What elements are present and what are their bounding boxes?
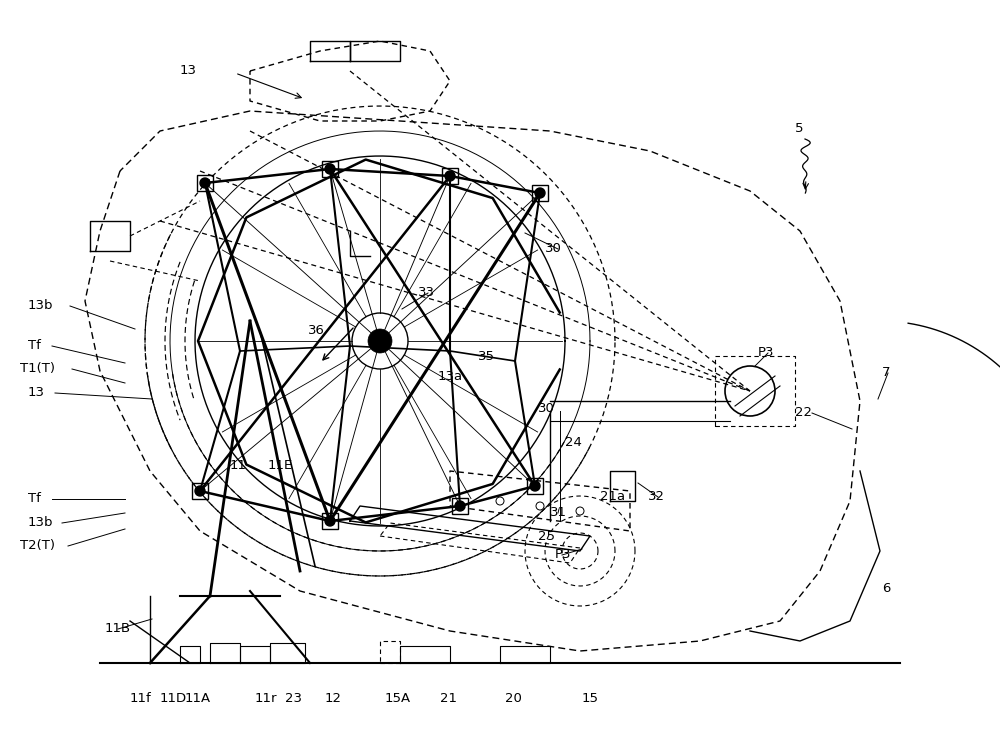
- Text: 20: 20: [505, 692, 522, 705]
- Bar: [192, 483, 208, 499]
- Text: 22: 22: [795, 406, 812, 420]
- Text: 11f: 11f: [130, 692, 152, 705]
- Text: 13: 13: [180, 65, 197, 77]
- Bar: [532, 185, 548, 201]
- Text: 30: 30: [545, 243, 562, 255]
- Text: T2(T): T2(T): [20, 539, 55, 553]
- Text: 30: 30: [538, 403, 555, 415]
- Text: T1(T): T1(T): [20, 363, 55, 376]
- Circle shape: [445, 171, 455, 181]
- Bar: [527, 478, 543, 494]
- Text: 7: 7: [882, 366, 891, 379]
- Text: 24: 24: [565, 436, 582, 450]
- Circle shape: [200, 178, 210, 188]
- Text: 36: 36: [308, 324, 325, 337]
- Text: 33: 33: [418, 286, 435, 300]
- Text: 11D: 11D: [160, 692, 187, 705]
- Text: 6: 6: [882, 583, 890, 596]
- Text: 21: 21: [440, 692, 457, 705]
- Text: Tf: Tf: [28, 339, 41, 352]
- Text: Tf: Tf: [28, 493, 41, 505]
- Text: P3: P3: [555, 548, 572, 562]
- Bar: [322, 161, 338, 177]
- Text: 35: 35: [478, 351, 495, 363]
- Text: 12: 12: [325, 692, 342, 705]
- Text: 11A: 11A: [185, 692, 211, 705]
- Bar: [197, 175, 213, 191]
- Circle shape: [325, 516, 335, 526]
- Circle shape: [530, 481, 540, 491]
- Text: 13b: 13b: [28, 300, 54, 312]
- Circle shape: [325, 164, 335, 174]
- Text: 13b: 13b: [28, 517, 54, 529]
- Text: 11r: 11r: [255, 692, 278, 705]
- Bar: [322, 513, 338, 529]
- Circle shape: [535, 188, 545, 198]
- Text: P3: P3: [758, 346, 774, 360]
- Text: 21a: 21a: [600, 490, 625, 502]
- Text: 11B: 11B: [105, 623, 131, 635]
- Circle shape: [368, 329, 392, 353]
- Text: 11: 11: [230, 460, 247, 472]
- Text: 15: 15: [582, 692, 599, 705]
- Circle shape: [455, 501, 465, 511]
- Text: 11E: 11E: [268, 460, 293, 472]
- Text: 15A: 15A: [385, 692, 411, 705]
- Text: 23: 23: [285, 692, 302, 705]
- Circle shape: [195, 486, 205, 496]
- Text: 13: 13: [28, 387, 45, 400]
- Text: 32: 32: [648, 490, 665, 503]
- Text: 25: 25: [538, 530, 555, 544]
- Bar: [452, 498, 468, 514]
- Text: 5: 5: [795, 122, 804, 135]
- Bar: [442, 168, 458, 184]
- Text: 13a: 13a: [438, 370, 463, 384]
- Text: 31: 31: [550, 506, 567, 520]
